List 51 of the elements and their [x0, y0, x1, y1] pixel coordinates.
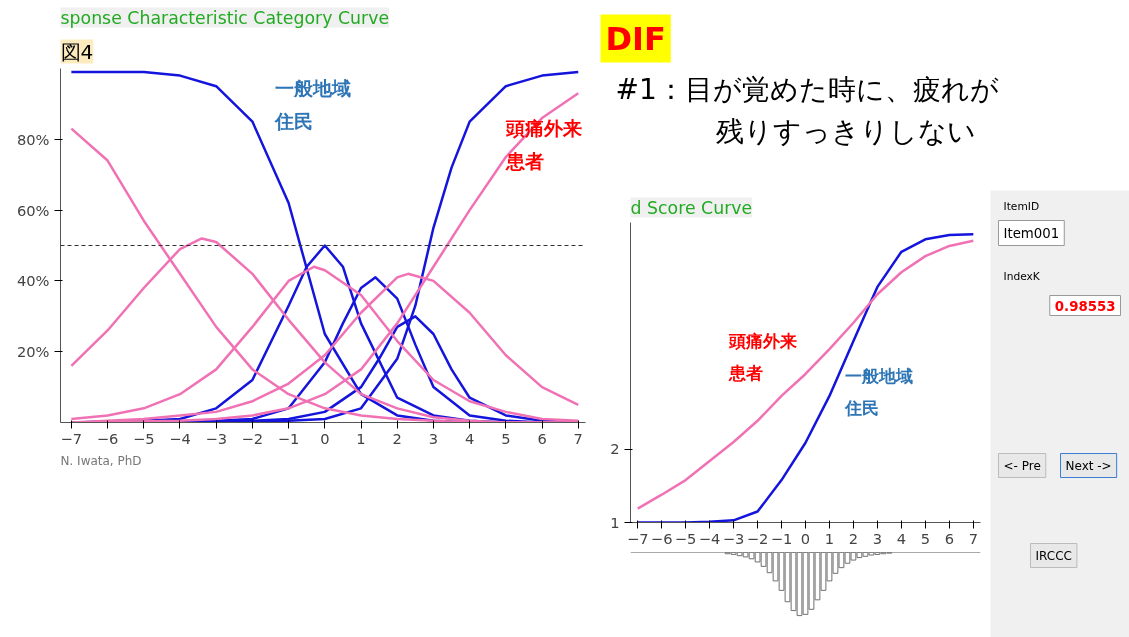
x-tick-label: −4 [169, 429, 191, 447]
annotation: 一般地域住民 [273, 77, 351, 133]
x-tick-label: 5 [501, 429, 511, 447]
text: #1：目が覚めた時に、疲れが [615, 72, 999, 106]
x-tick-label: 3 [428, 429, 439, 447]
x-tick-label: −7 [626, 529, 649, 547]
text: DIF [605, 19, 666, 58]
chart-title: sponse Characteristic Category Curve [60, 7, 390, 28]
x-tick-label: 7 [968, 529, 978, 547]
x-tick-label: 3 [872, 529, 883, 547]
x-tick-label: 0 [800, 529, 811, 547]
x-tick-label: −2 [241, 429, 264, 447]
x-tick-label: 1 [356, 429, 366, 447]
x-tick-label: −1 [770, 529, 793, 547]
x-tick-label: 1 [824, 529, 835, 547]
x-tick-label: −5 [674, 529, 697, 547]
x-tick-label: −7 [60, 429, 83, 447]
caption: 図4 [60, 39, 94, 64]
x-tick-label: 4 [896, 529, 907, 547]
x-tick-label: −5 [132, 429, 155, 447]
text: Next -> [1065, 458, 1112, 473]
text: Item001 [1003, 225, 1060, 241]
x-tick-label: −4 [698, 529, 721, 547]
x-tick-label: 6 [537, 429, 547, 447]
x-tick-label: −1 [277, 429, 300, 447]
x-tick-label: −6 [96, 429, 119, 447]
x-tick-label: 2 [848, 529, 859, 547]
text: IRCCC [1035, 548, 1072, 563]
x-tick-label: 6 [944, 529, 954, 547]
chart-title: d Score Curve [630, 197, 753, 218]
x-tick-label: 0 [320, 429, 330, 447]
x-tick-label: 2 [392, 429, 402, 447]
x-tick-label: 5 [920, 529, 931, 547]
annotation: 一般地域住民 [843, 365, 913, 418]
y-tick-label: 20% [16, 343, 50, 361]
text: N. Iwata, PhD [60, 453, 142, 468]
text: IndexK [1003, 269, 1041, 283]
x-tick-label: 7 [573, 429, 583, 447]
x-tick-label: −3 [722, 529, 745, 547]
y-tick-label: 80% [16, 130, 50, 148]
y-tick-label: 40% [16, 272, 50, 290]
x-tick-label: −6 [650, 529, 673, 547]
x-tick-label: −3 [205, 429, 227, 447]
text: ItemID [1003, 199, 1040, 213]
annotation: 頭痛外来患者 [727, 330, 797, 383]
text: 0.98553 [1054, 298, 1116, 314]
text: 残りすっきりしない [715, 114, 976, 148]
text: <- Pre [1003, 458, 1041, 473]
y-tick-label: 60% [16, 201, 50, 219]
x-tick-label: 4 [464, 429, 475, 447]
x-tick-label: −2 [746, 529, 769, 547]
